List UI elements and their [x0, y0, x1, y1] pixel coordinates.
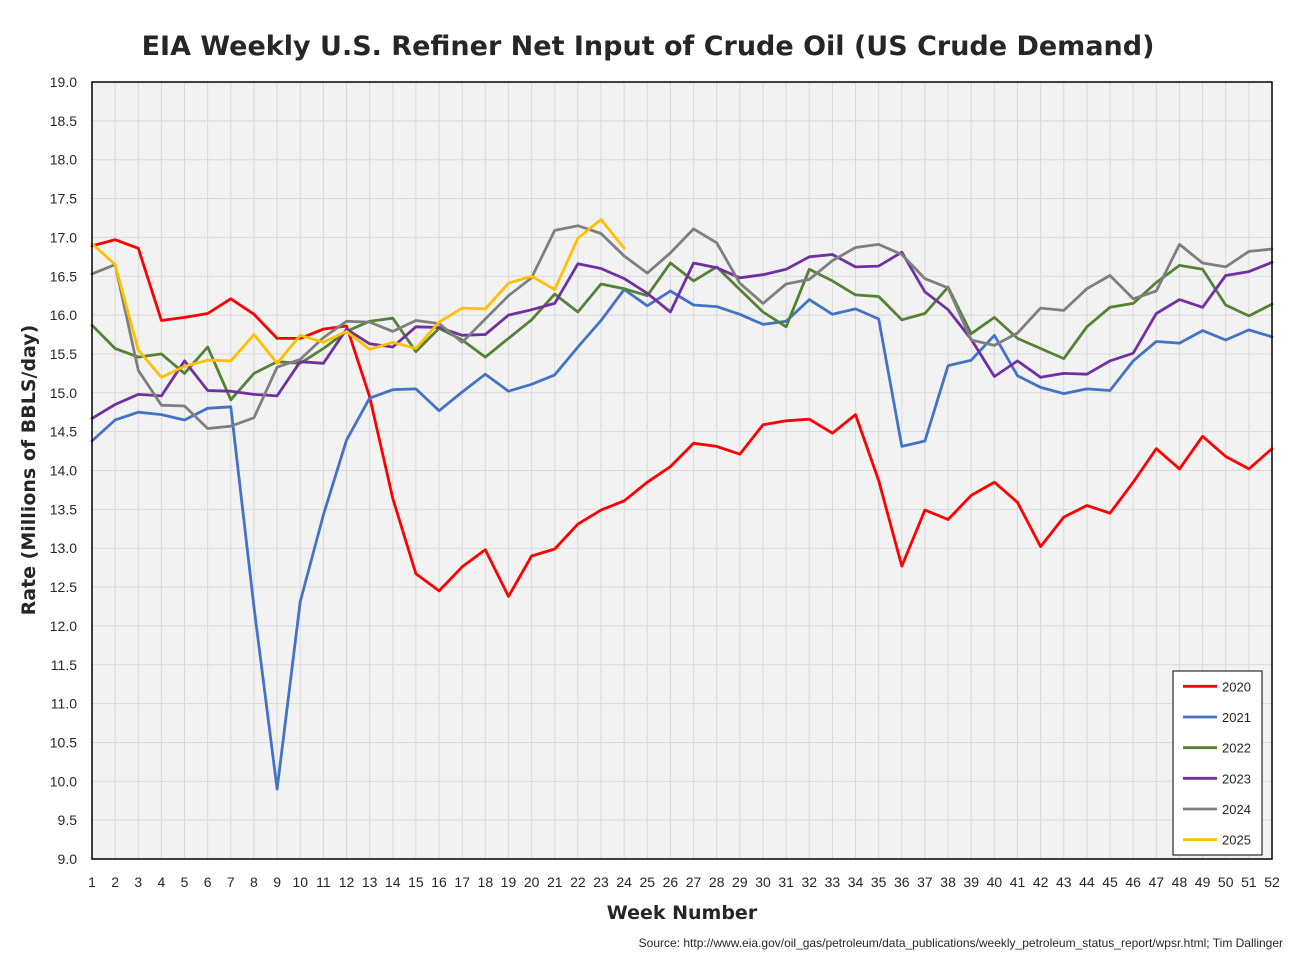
y-tick-label: 17.0: [50, 229, 77, 245]
y-tick-label: 10.0: [50, 773, 77, 789]
x-tick-label: 40: [987, 874, 1003, 890]
series-line-2025: [90, 218, 626, 379]
x-tick-label: 1: [88, 874, 96, 890]
y-tick-label: 10.5: [50, 734, 77, 750]
y-tick-label: 13.5: [50, 501, 77, 517]
x-tick-label: 9: [273, 874, 281, 890]
legend-label-2022: 2022: [1222, 741, 1251, 756]
x-tick-label: 12: [339, 874, 355, 890]
y-tick-label: 11.5: [51, 657, 77, 673]
series-line-2024: [90, 224, 1274, 430]
x-tick-label: 36: [894, 874, 910, 890]
y-tick-label: 15.5: [50, 346, 77, 362]
y-tick-label: 9.5: [58, 812, 78, 828]
x-tick-label: 29: [732, 874, 748, 890]
series-line-2021: [90, 288, 1274, 791]
x-tick-label: 52: [1264, 874, 1280, 890]
x-tick-label: 49: [1195, 874, 1211, 890]
y-tick-label: 16.0: [50, 307, 77, 323]
y-tick-label: 19.0: [50, 74, 77, 90]
y-tick-label: 11.0: [51, 696, 77, 712]
x-tick-label: 35: [871, 874, 887, 890]
y-axis-label: Rate (Millions of BBLS/day): [18, 325, 40, 616]
legend-label-2024: 2024: [1222, 802, 1251, 817]
x-tick-label: 45: [1102, 874, 1118, 890]
x-tick-label: 32: [801, 874, 817, 890]
y-tick-label: 15.0: [50, 385, 77, 401]
x-tick-label: 51: [1241, 874, 1257, 890]
legend-label-2021: 2021: [1222, 710, 1251, 725]
plot-border: [91, 81, 1273, 860]
x-tick-label: 20: [524, 874, 540, 890]
x-tick-label: 24: [616, 874, 632, 890]
chart-title: EIA Weekly U.S. Refiner Net Input of Cru…: [142, 31, 1155, 62]
legend-box: [1172, 670, 1263, 856]
x-tick-label: 43: [1056, 874, 1072, 890]
series-line-2020: [90, 238, 1274, 598]
x-tick-label: 47: [1149, 874, 1165, 890]
x-tick-label: 27: [686, 874, 702, 890]
x-tick-label: 46: [1125, 874, 1141, 890]
x-tick-label: 31: [778, 874, 794, 890]
x-tick-label: 2: [111, 874, 119, 890]
x-tick-label: 4: [158, 874, 166, 890]
y-tick-label: 18.5: [50, 113, 77, 129]
x-tick-label: 21: [547, 874, 563, 890]
x-tick-label: 17: [454, 874, 470, 890]
x-tick-label: 37: [917, 874, 933, 890]
x-axis-ticks: 1 2 3 4 5 6 7 8 9 10 11 12 13 14 15 16 17 18 19 20 21 22 23 24 2…: [88, 874, 1280, 890]
legend-label-2025: 2025: [1222, 833, 1251, 848]
x-tick-label: 41: [1010, 874, 1026, 890]
legend-label-2020: 2020: [1222, 679, 1251, 694]
x-tick-label: 33: [825, 874, 841, 890]
y-tick-label: 13.0: [50, 540, 77, 556]
x-tick-label: 3: [134, 874, 142, 890]
x-tick-label: 7: [227, 874, 235, 890]
legend-label-2023: 2023: [1222, 771, 1251, 786]
x-tick-label: 10: [292, 874, 308, 890]
y-tick-label: 17.5: [50, 191, 77, 207]
x-tick-label: 48: [1172, 874, 1188, 890]
series-lines: [90, 218, 1274, 791]
y-tick-label: 14.5: [50, 424, 77, 440]
x-tick-label: 16: [431, 874, 447, 890]
x-tick-label: 50: [1218, 874, 1234, 890]
x-tick-label: 6: [204, 874, 212, 890]
x-axis-label: Week Number: [607, 902, 758, 924]
x-tick-label: 11: [316, 874, 331, 890]
legend: 2020 2021 2022 2023 2024 2025: [1172, 670, 1263, 856]
y-tick-label: 12.5: [50, 579, 77, 595]
y-tick-label: 12.0: [50, 618, 77, 634]
x-tick-label: 26: [663, 874, 679, 890]
x-tick-label: 13: [362, 874, 378, 890]
x-tick-label: 38: [940, 874, 956, 890]
x-tick-label: 8: [250, 874, 258, 890]
y-tick-label: 9.0: [58, 851, 78, 867]
x-tick-label: 34: [848, 874, 864, 890]
x-tick-label: 39: [963, 874, 979, 890]
y-tick-label: 16.5: [50, 268, 77, 284]
y-axis-ticks: 9.0 9.5 10.0 10.5 11.0 11.5 12.0 12.5 13.0 13.5 14…: [50, 74, 77, 867]
x-tick-label: 22: [570, 874, 586, 890]
source-note: Source: http://www.eia.gov/oil_gas/petro…: [639, 936, 1283, 950]
x-tick-label: 28: [709, 874, 725, 890]
x-tick-label: 14: [385, 874, 401, 890]
x-tick-label: 18: [478, 874, 494, 890]
x-tick-label: 5: [181, 874, 189, 890]
series-line-2023: [90, 250, 1274, 420]
x-tick-label: 25: [640, 874, 656, 890]
x-tick-label: 42: [1033, 874, 1049, 890]
y-tick-label: 14.0: [50, 463, 77, 479]
x-tick-label: 15: [408, 874, 424, 890]
y-tick-label: 18.0: [50, 152, 77, 168]
x-tick-label: 30: [755, 874, 771, 890]
x-tick-label: 19: [501, 874, 517, 890]
x-tick-label: 44: [1079, 874, 1095, 890]
x-tick-label: 23: [593, 874, 609, 890]
